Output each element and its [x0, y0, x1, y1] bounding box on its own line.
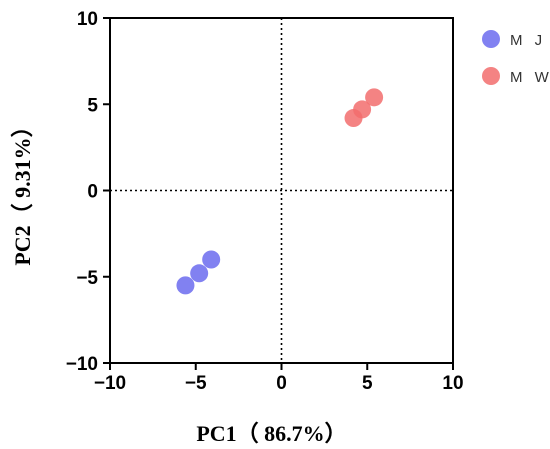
legend-label: M W: [510, 69, 550, 86]
data-point: [176, 276, 195, 295]
x-tick-label: 0: [276, 373, 287, 394]
x-axis-title: PC1（ 86.7%）: [196, 421, 346, 446]
legend-marker: [482, 67, 500, 85]
y-tick-label: 10: [77, 9, 98, 30]
y-tick-label: 0: [87, 182, 98, 203]
legend-label: M J: [510, 32, 546, 49]
x-tick-label: 10: [442, 373, 463, 394]
data-point: [365, 88, 384, 107]
data-point: [202, 250, 221, 269]
x-tick-label: −10: [94, 373, 126, 394]
y-tick-label: −10: [66, 354, 98, 375]
x-tick-label: −5: [185, 373, 207, 394]
legend-marker: [482, 30, 500, 48]
y-tick-label: −5: [76, 268, 98, 289]
x-tick-label: 5: [362, 373, 373, 394]
y-axis-title: PC2（ 9.31%）: [10, 115, 35, 265]
data-point: [190, 264, 209, 283]
y-tick-label: 5: [87, 95, 98, 116]
data-point: [353, 100, 372, 119]
